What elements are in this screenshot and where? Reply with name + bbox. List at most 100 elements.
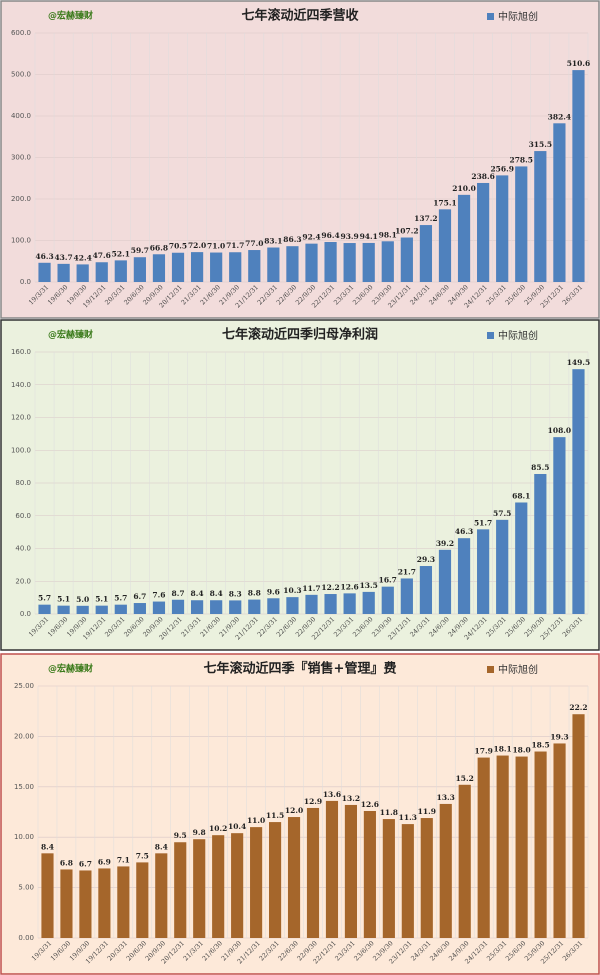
bar: [381, 241, 394, 282]
y-tick-label: 0.0: [20, 610, 31, 618]
value-label: 5.7: [114, 594, 127, 603]
value-label: 13.5: [360, 581, 378, 590]
value-label: 11.8: [380, 808, 398, 817]
legend-label: 中际旭创: [498, 329, 538, 342]
y-tick-label: 10.00: [14, 833, 34, 841]
bar: [60, 869, 73, 938]
value-label: 8.8: [248, 589, 261, 598]
bar: [363, 810, 376, 938]
bar: [381, 586, 394, 614]
value-label: 71.7: [226, 241, 244, 250]
bar: [343, 243, 356, 282]
bar: [250, 827, 263, 938]
bar: [343, 593, 356, 614]
legend-label: 中际旭创: [498, 663, 538, 676]
bar: [401, 824, 414, 938]
bar: [515, 756, 528, 938]
legend-swatch: [487, 666, 494, 673]
value-label: 94.1: [360, 232, 378, 241]
value-label: 42.4: [74, 253, 92, 262]
y-tick-label: 160.0: [11, 348, 31, 356]
y-tick-label: 60.0: [15, 512, 31, 520]
value-label: 18.5: [531, 741, 549, 750]
value-label: 7.1: [117, 855, 130, 864]
value-label: 16.7: [379, 576, 397, 585]
bar: [114, 604, 127, 614]
value-label: 10.4: [228, 822, 246, 831]
bar: [171, 599, 185, 614]
value-label: 85.5: [531, 463, 549, 472]
bar: [419, 566, 433, 614]
value-label: 13.6: [323, 790, 341, 799]
bar: [457, 538, 471, 614]
value-label: 107.2: [395, 227, 419, 236]
value-label: 19.3: [550, 732, 568, 741]
value-label: 6.7: [133, 592, 146, 601]
value-label: 9.6: [267, 587, 280, 596]
bar: [267, 598, 280, 614]
bar: [212, 835, 225, 938]
bar: [553, 123, 566, 282]
bar: [553, 437, 566, 614]
y-tick-label: 100.0: [11, 237, 31, 245]
bar: [477, 182, 490, 282]
bar: [210, 600, 223, 614]
bar: [152, 601, 166, 614]
value-label: 59.7: [131, 246, 149, 255]
value-label: 22.2: [569, 703, 587, 712]
bar: [419, 225, 433, 282]
bar: [193, 839, 206, 938]
bar: [496, 519, 509, 614]
value-label: 93.9: [340, 232, 358, 241]
bar: [477, 529, 490, 614]
watermark: @宏赫臻财: [48, 10, 93, 22]
bar: [400, 578, 413, 614]
bar: [79, 870, 92, 938]
value-label: 8.7: [171, 589, 184, 598]
y-tick-label: 100.0: [11, 446, 31, 454]
y-tick-label: 120.0: [11, 414, 31, 422]
value-label: 8.4: [191, 589, 204, 598]
bar: [534, 151, 547, 282]
chart-title: 七年滚动近四季『销售+管理』费: [204, 661, 397, 677]
bar: [133, 257, 146, 282]
value-label: 315.5: [529, 140, 553, 149]
watermark: @宏赫臻财: [48, 663, 93, 675]
value-label: 8.4: [155, 842, 168, 851]
value-label: 86.3: [283, 235, 301, 244]
value-label: 5.1: [95, 595, 108, 604]
bar: [248, 250, 261, 282]
bar: [286, 597, 299, 614]
bar: [248, 599, 261, 614]
bar: [420, 818, 433, 938]
value-label: 11.7: [302, 584, 320, 593]
value-label: 83.1: [264, 237, 282, 246]
bar: [229, 252, 242, 282]
bar: [38, 262, 51, 282]
value-label: 71.0: [207, 242, 225, 251]
bar: [57, 605, 70, 614]
value-label: 5.0: [76, 595, 89, 604]
bar: [231, 833, 244, 938]
bar: [572, 714, 585, 938]
bar: [229, 600, 242, 614]
value-label: 108.0: [548, 426, 572, 435]
value-label: 149.5: [567, 358, 591, 367]
bar: [190, 600, 204, 614]
value-label: 7.6: [152, 591, 165, 600]
value-label: 510.6: [567, 59, 591, 68]
value-label: 18.1: [494, 745, 512, 754]
value-label: 92.4: [302, 233, 320, 242]
legend-swatch: [487, 13, 494, 20]
bar: [286, 246, 299, 282]
bar: [457, 194, 471, 282]
bar: [515, 502, 528, 614]
bar: [306, 807, 320, 938]
value-label: 17.9: [475, 747, 493, 756]
bar: [496, 755, 509, 938]
legend-label: 中际旭创: [498, 10, 538, 23]
watermark: @宏赫臻财: [48, 329, 93, 341]
value-label: 15.2: [456, 774, 474, 783]
value-label: 278.5: [510, 155, 534, 164]
value-label: 47.6: [93, 251, 111, 260]
